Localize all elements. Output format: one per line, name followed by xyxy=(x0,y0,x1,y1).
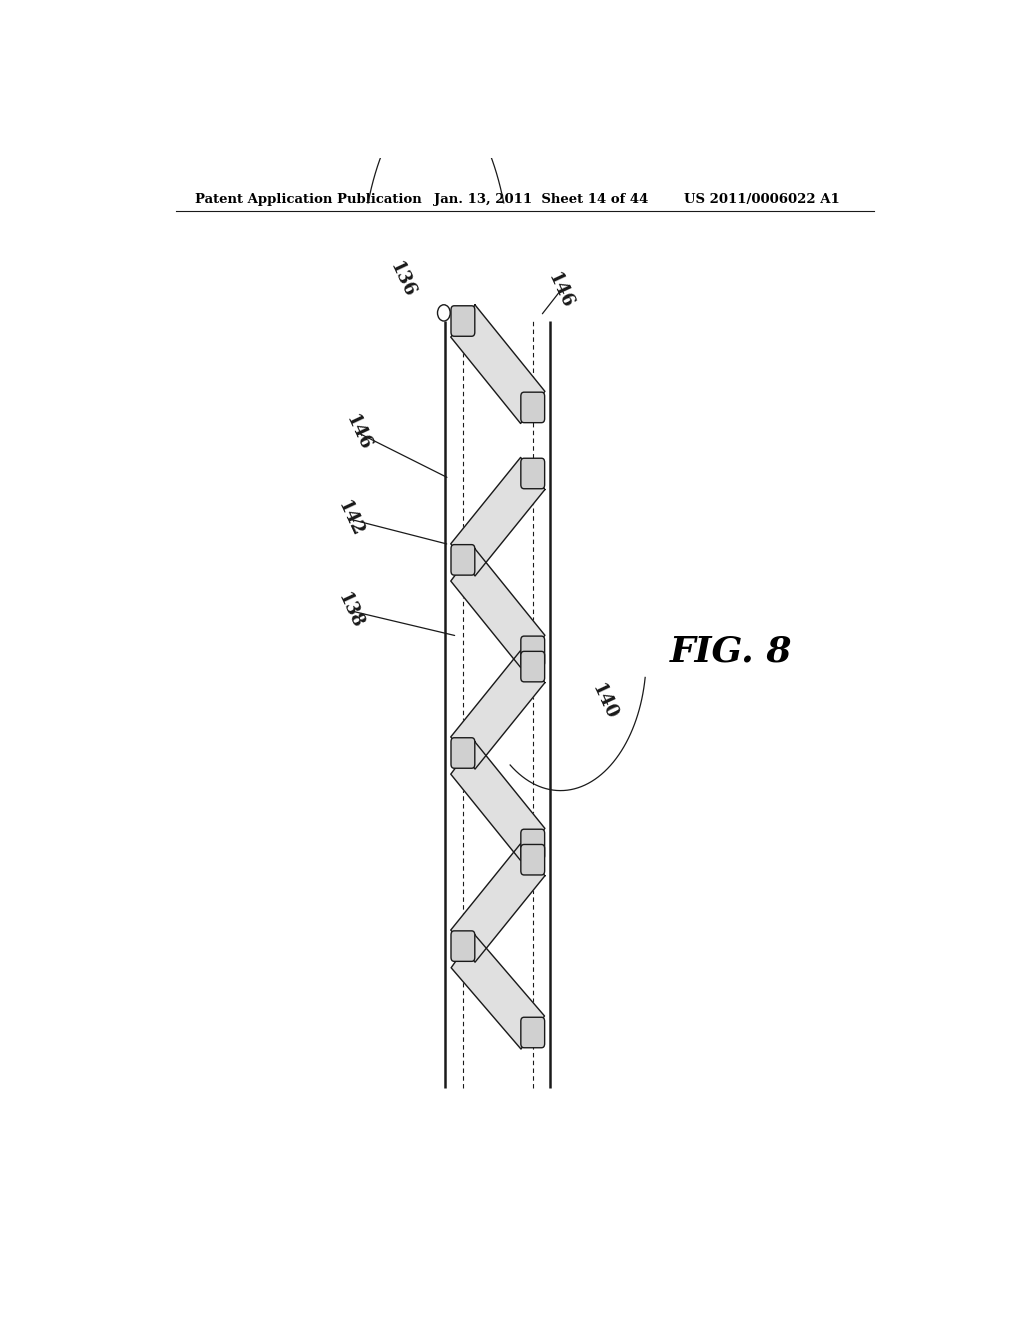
Text: Jan. 13, 2011  Sheet 14 of 44: Jan. 13, 2011 Sheet 14 of 44 xyxy=(433,193,648,206)
Polygon shape xyxy=(451,458,545,576)
Text: FIG. 8: FIG. 8 xyxy=(670,635,793,668)
Text: 146: 146 xyxy=(545,269,577,312)
FancyBboxPatch shape xyxy=(451,931,475,961)
FancyBboxPatch shape xyxy=(521,829,545,859)
FancyBboxPatch shape xyxy=(521,392,545,422)
FancyBboxPatch shape xyxy=(451,306,475,337)
Polygon shape xyxy=(451,742,545,861)
FancyBboxPatch shape xyxy=(521,1018,545,1048)
FancyBboxPatch shape xyxy=(521,636,545,667)
Text: 146: 146 xyxy=(342,412,374,454)
Polygon shape xyxy=(451,305,545,424)
Text: 138: 138 xyxy=(334,590,367,631)
FancyBboxPatch shape xyxy=(451,545,475,576)
Text: 142: 142 xyxy=(334,499,367,540)
Text: 136: 136 xyxy=(386,260,418,301)
FancyBboxPatch shape xyxy=(521,458,545,488)
FancyBboxPatch shape xyxy=(521,651,545,682)
Text: US 2011/0006022 A1: US 2011/0006022 A1 xyxy=(684,193,840,206)
Circle shape xyxy=(437,305,451,321)
FancyBboxPatch shape xyxy=(521,845,545,875)
Polygon shape xyxy=(451,651,545,770)
Polygon shape xyxy=(452,935,545,1049)
Text: 140: 140 xyxy=(588,681,621,723)
Polygon shape xyxy=(451,843,545,962)
FancyBboxPatch shape xyxy=(451,738,475,768)
Polygon shape xyxy=(451,549,545,668)
Text: Patent Application Publication: Patent Application Publication xyxy=(196,193,422,206)
